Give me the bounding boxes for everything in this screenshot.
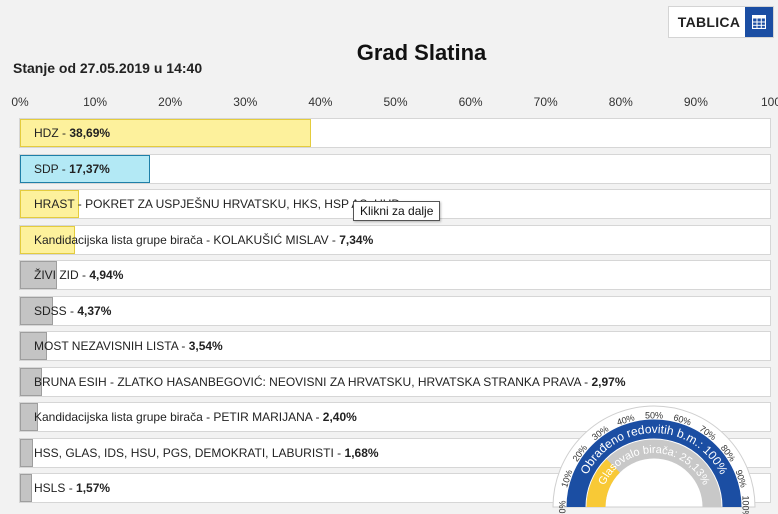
x-tick-label: 70% (533, 95, 558, 109)
bar-row[interactable]: HDZ - 38,69% (19, 118, 771, 148)
bar-category: HDZ (34, 126, 59, 140)
tablica-button[interactable]: TABLICA (668, 6, 774, 38)
bar-label: ŽIVI ZID - 4,94% (34, 268, 124, 282)
bar-category: HSS, GLAS, IDS, HSU, PGS, DEMOKRATI, LAB… (34, 446, 334, 460)
chart-title: Grad Slatina (356, 40, 487, 65)
bar (20, 297, 53, 325)
x-tick-label: 0% (11, 95, 29, 109)
bar-label: SDSS - 4,37% (34, 304, 112, 318)
bar-category: HRAST - POKRET ZA USPJEŠNU HRVATSKU, HKS… (34, 197, 401, 211)
x-tick-label: 60% (458, 95, 483, 109)
bar-category: MOST NEZAVISNIH LISTA (34, 339, 179, 353)
bar (20, 119, 311, 147)
gauge-tick-label: 50% (645, 410, 663, 420)
bar-label: Kandidacijska lista grupe birača - PETIR… (34, 410, 357, 424)
gauge-tick-label: 0% (557, 500, 567, 513)
table-icon (745, 7, 773, 37)
bar-label: HRAST - POKRET ZA USPJEŠNU HRVATSKU, HKS… (34, 190, 407, 218)
x-tick-label: 10% (83, 95, 108, 109)
x-tick-label: 50% (383, 95, 408, 109)
bar-row[interactable]: Kandidacijska lista grupe birača - KOLAK… (19, 225, 771, 255)
bar-value-label: 1,57% (76, 481, 111, 495)
bar-row[interactable]: SDSS - 4,37% (19, 296, 771, 326)
bar-category: SDSS (34, 304, 67, 318)
bar-label: HSS, GLAS, IDS, HSU, PGS, DEMOKRATI, LAB… (34, 446, 379, 460)
bar-value-label: 1,68% (344, 446, 379, 460)
bar-row[interactable]: MOST NEZAVISNIH LISTA - 3,54% (19, 331, 771, 361)
gauge-turnout-arc (586, 459, 621, 508)
bar-value-label: 4,37% (77, 304, 112, 318)
status-timestamp: Stanje od 27.05.2019 u 14:40 (13, 60, 203, 76)
bar-row[interactable]: HRAST - POKRET ZA USPJEŠNU HRVATSKU, HKS… (19, 189, 771, 219)
bar (20, 368, 43, 396)
bar-category: ŽIVI ZID (34, 268, 79, 282)
tablica-button-label: TABLICA (677, 14, 741, 30)
bar-label: MOST NEZAVISNIH LISTA - 3,54% (34, 339, 223, 353)
x-tick-label: 90% (683, 95, 708, 109)
x-tick-label: 100 (760, 95, 778, 109)
x-tick-label: 40% (308, 95, 333, 109)
bar-label: HSLS - 1,57% (34, 481, 111, 495)
bar-category: HSLS (34, 481, 66, 495)
x-tick-label: 30% (233, 95, 258, 109)
gauge-tick-label: 100% (741, 495, 751, 514)
gauge-chart: 0%10%20%30%40% 50% 60%70%80%90%100%Obrađen… (552, 405, 756, 514)
bar-value-label: 2,40% (322, 410, 357, 424)
bar-value-label: 7,34% (339, 233, 374, 247)
bar-label: BRUNA ESIH - ZLATKO HASANBEGOVIĆ: NEOVIS… (34, 375, 626, 389)
bar-label: SDP - 17,37% (34, 162, 110, 176)
bar-value-label: 3,54% (188, 339, 223, 353)
bar-value-label: 2,97% (591, 375, 626, 389)
bar (20, 155, 151, 183)
bar-category: SDP (34, 162, 59, 176)
bar-value-label: 17,37% (69, 162, 110, 176)
bar-row[interactable]: HSS, GLAS, IDS, HSU, PGS, DEMOKRATI, LAB… (19, 438, 771, 468)
x-tick-label: 20% (158, 95, 183, 109)
bar-row[interactable]: ŽIVI ZID - 4,94% (19, 260, 771, 290)
gauge-processed-arc (566, 419, 742, 508)
bar-row[interactable]: SDP - 17,37% (19, 154, 771, 184)
bar-category: Kandidacijska lista grupe birača - KOLAK… (34, 233, 329, 247)
x-tick-label: 80% (608, 95, 633, 109)
bar (20, 403, 39, 431)
bar (20, 439, 33, 467)
bar (20, 474, 32, 502)
tooltip: Klikni za dalje (353, 201, 441, 221)
bar-label: HDZ - 38,69% (34, 126, 111, 140)
bar (20, 332, 47, 360)
bar-value-label: 38,69% (69, 126, 111, 140)
bar-category: BRUNA ESIH - ZLATKO HASANBEGOVIĆ: NEOVIS… (34, 375, 581, 389)
bar-category: Kandidacijska lista grupe birača - PETIR… (34, 410, 313, 424)
bar-value-label: 4,94% (89, 268, 124, 282)
bar (20, 190, 79, 218)
bar-label: Kandidacijska lista grupe birača - KOLAK… (34, 233, 374, 247)
bar-row[interactable]: BRUNA ESIH - ZLATKO HASANBEGOVIĆ: NEOVIS… (19, 367, 771, 397)
bar (20, 261, 58, 289)
bar (20, 226, 76, 254)
